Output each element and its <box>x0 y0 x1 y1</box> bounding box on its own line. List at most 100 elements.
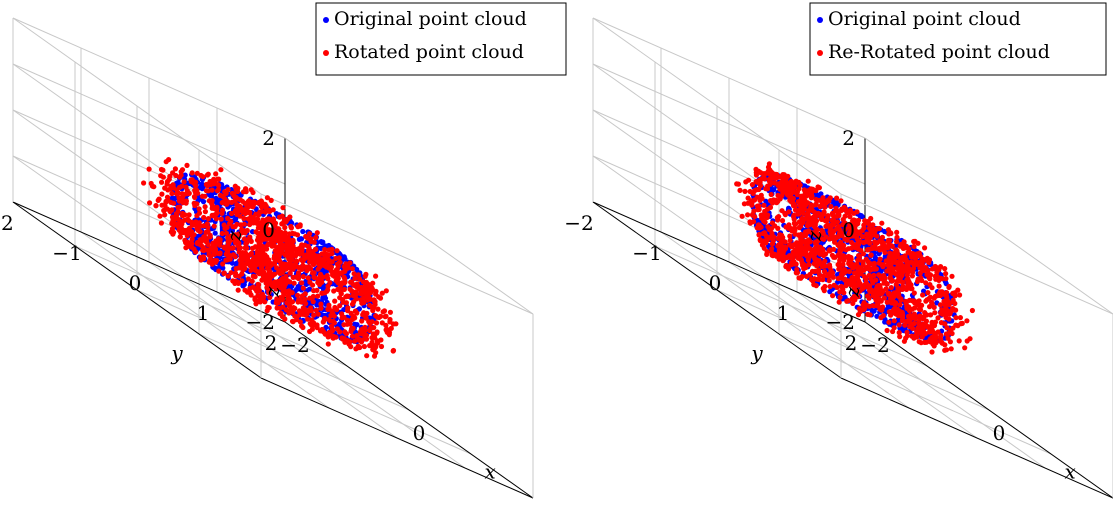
point-1-1296 <box>918 261 924 267</box>
point-1-728 <box>929 299 935 306</box>
point-1-751 <box>380 309 386 315</box>
z-tick-label: 0 <box>842 218 855 242</box>
point-1-1063 <box>378 313 384 319</box>
point-1-973 <box>949 273 955 279</box>
point-1-1039 <box>828 223 834 230</box>
point-1-1377 <box>253 268 259 274</box>
point-1-1328 <box>765 183 771 189</box>
point-1-1256 <box>178 169 184 175</box>
point-1-960 <box>898 297 904 303</box>
point-1-1050 <box>945 331 951 337</box>
point-1-202 <box>894 239 900 245</box>
point-1-1084 <box>211 205 217 212</box>
point-1-1002 <box>390 321 396 327</box>
point-1-802 <box>307 279 313 285</box>
point-1-1106 <box>240 250 246 256</box>
point-1-1093 <box>916 252 922 258</box>
point-1-1095 <box>208 253 214 259</box>
point-1-1206 <box>742 188 748 194</box>
point-1-705 <box>353 346 359 352</box>
point-1-913 <box>761 176 768 182</box>
point-1-377 <box>225 273 231 279</box>
point-1-403 <box>157 213 163 219</box>
point-1-1054 <box>833 234 839 240</box>
point-1-1395 <box>909 321 915 327</box>
point-1-380 <box>880 304 886 310</box>
point-1-1289 <box>280 304 286 310</box>
point-1-1078 <box>766 161 773 167</box>
point-1-1039 <box>184 162 190 168</box>
point-1-233 <box>325 341 331 347</box>
point-1-1061 <box>771 180 778 186</box>
point-1-1179 <box>179 191 185 197</box>
point-1-1207 <box>234 221 240 227</box>
point-1-1062 <box>169 220 175 226</box>
point-1-763 <box>354 310 360 316</box>
point-1-410 <box>174 187 180 193</box>
y-tick-label: 2 <box>845 331 858 355</box>
point-1-1380 <box>778 253 785 259</box>
point-1-1300 <box>757 179 763 185</box>
point-1-1139 <box>877 238 883 244</box>
point-1-1382 <box>797 182 803 188</box>
point-1-1332 <box>311 274 317 280</box>
point-1-26 <box>375 306 381 312</box>
point-1-472 <box>219 200 225 206</box>
point-1-1270 <box>229 210 235 217</box>
point-1-169 <box>897 334 903 340</box>
point-1-1391 <box>259 255 266 261</box>
point-1-1036 <box>235 243 241 249</box>
point-0-859 <box>212 230 218 236</box>
point-1-504 <box>202 204 208 210</box>
point-1-1245 <box>916 321 922 327</box>
point-1-885 <box>256 282 262 288</box>
point-1-1321 <box>267 269 273 275</box>
point-1-550 <box>761 202 767 208</box>
point-1-147 <box>836 299 842 305</box>
point-1-1136 <box>905 260 912 266</box>
point-1-1332 <box>877 256 883 262</box>
point-1-513 <box>239 278 245 284</box>
point-1-982 <box>789 244 795 250</box>
point-1-1350 <box>872 228 878 234</box>
point-1-844 <box>374 329 380 335</box>
point-1-909 <box>167 207 173 214</box>
point-1-1172 <box>189 170 195 176</box>
point-1-1209 <box>299 311 306 317</box>
point-1-1274 <box>882 275 888 281</box>
point-1-1186 <box>336 280 342 286</box>
point-1-1354 <box>893 300 899 306</box>
point-1-1185 <box>764 206 771 212</box>
point-1-1108 <box>889 278 896 284</box>
point-1-1124 <box>341 274 347 280</box>
point-1-1280 <box>888 270 894 276</box>
point-1-132 <box>219 230 225 237</box>
point-1-1230 <box>745 212 751 218</box>
legend-marker-0 <box>817 17 823 23</box>
point-1-1389 <box>816 258 822 264</box>
point-1-1018 <box>318 305 324 311</box>
point-1-1052 <box>769 199 775 205</box>
point-1-1266 <box>773 173 780 179</box>
point-1-560 <box>242 265 248 271</box>
point-1-1066 <box>179 183 185 189</box>
point-1-858 <box>768 191 774 198</box>
point-1-1074 <box>378 343 385 350</box>
point-1-1080 <box>964 318 970 324</box>
point-1-1385 <box>796 219 803 225</box>
point-1-1237 <box>899 255 905 261</box>
point-0-810 <box>303 281 309 288</box>
point-1-1276 <box>349 266 355 272</box>
point-1-1221 <box>794 189 801 195</box>
x-tick-label: 0 <box>993 421 1006 445</box>
point-1-1215 <box>858 248 864 254</box>
point-0-778 <box>326 242 332 249</box>
point-1-1201 <box>879 290 885 296</box>
point-1-1376 <box>857 265 863 271</box>
point-1-1306 <box>285 252 291 258</box>
x-tick-label: −2 <box>860 333 889 357</box>
point-1-711 <box>344 317 350 323</box>
point-1-1212 <box>796 232 802 238</box>
point-1-35 <box>274 265 280 271</box>
